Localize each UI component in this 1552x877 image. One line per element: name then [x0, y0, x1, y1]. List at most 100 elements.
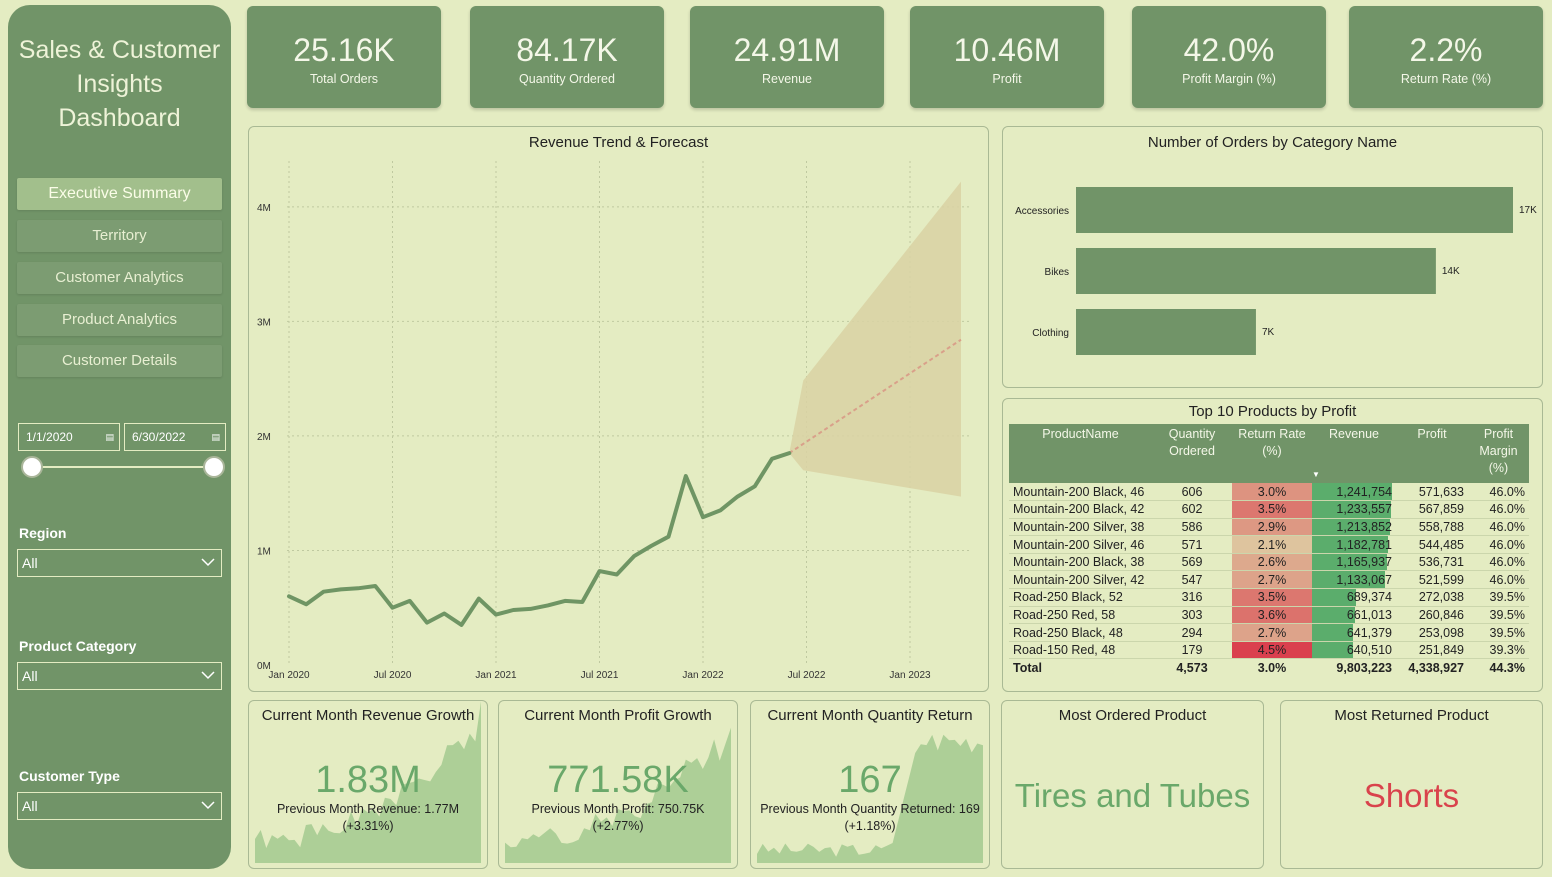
nav-product-analytics[interactable]: Product Analytics [17, 304, 222, 336]
table-cell: 3.5% [1232, 500, 1312, 519]
col-profit[interactable]: Profit [1396, 424, 1468, 483]
table-cell: Mountain-200 Black, 42 [1009, 500, 1152, 519]
date-slider-end-handle[interactable] [203, 456, 225, 478]
table-cell: 253,098 [1396, 623, 1468, 642]
table-cell: 260,846 [1396, 606, 1468, 625]
region-label: Region [19, 525, 67, 541]
revenue-databar [1312, 536, 1389, 553]
profit-growth-value: 771.58K [547, 759, 689, 801]
top-products-table: ProductName Quantity Ordered Return Rate… [1009, 424, 1529, 677]
table-cell: 4.5% [1232, 641, 1312, 660]
date-end-input[interactable]: 6/30/2022 ▤ [124, 423, 226, 451]
table-cell: 547 [1152, 570, 1232, 590]
orders-by-category-chart[interactable]: Accessories 17K Bikes 14K Clothing 7K [1003, 127, 1544, 389]
revenue-value: 1,165,937 [1336, 555, 1392, 570]
profit-growth-card: Current Month Profit Growth 771.58K Prev… [498, 700, 738, 869]
quantity-return-percent: (+1.18%) [844, 819, 896, 833]
revenue-value: 1,233,557 [1336, 502, 1392, 517]
most-returned-card: Most Returned Product Shorts [1280, 700, 1543, 869]
quantity-return-sparkline [757, 734, 983, 863]
total-cell: 4,338,927 [1408, 660, 1464, 675]
date-slider-start-handle[interactable] [21, 456, 43, 478]
nav-customer-details[interactable]: Customer Details [17, 345, 222, 377]
sparkline-area [757, 734, 983, 863]
table-cell: 606 [1152, 483, 1232, 502]
table-cell: 46.0% [1468, 518, 1529, 537]
table-row[interactable]: Road-250 Black, 48 294 2.7% 641,379 253,098 3… [1009, 623, 1529, 642]
nav-customer-analytics[interactable]: Customer Analytics [17, 262, 222, 294]
bar-bikes [1076, 248, 1436, 294]
table-cell: 544,485 [1396, 535, 1468, 554]
date-start-input[interactable]: 1/1/2020 ▤ [18, 423, 120, 451]
table-cell: 179 [1152, 641, 1232, 660]
most-ordered-card: Most Ordered Product Tires and Tubes [1001, 700, 1264, 869]
x-tick-label: Jul 2022 [788, 670, 826, 681]
revenue-databar [1312, 571, 1385, 589]
table-cell: 571 [1152, 535, 1232, 554]
table-row[interactable]: Mountain-200 Black, 38 569 2.6% 1,165,937 53… [1009, 553, 1529, 572]
profit-sparkline [505, 727, 731, 863]
table-cell: 558,788 [1396, 518, 1468, 537]
table-cell: 571,633 [1396, 483, 1468, 502]
col-profit-margin[interactable]: Profit Margin (%) [1468, 424, 1529, 483]
table-cell: 39.5% [1468, 623, 1529, 642]
table-cell: 3.0% [1232, 483, 1312, 502]
date-slider-track[interactable] [32, 466, 214, 468]
total-cell: 4,573 [1176, 660, 1208, 675]
table-row[interactable]: Road-250 Red, 58 303 3.6% 661,013 260,846 39.… [1009, 606, 1529, 625]
revenue-databar [1312, 624, 1354, 641]
table-cell: Road-250 Black, 52 [1009, 588, 1152, 607]
sparkline-area [505, 727, 731, 863]
table-cell: 569 [1152, 553, 1232, 572]
customer-type-dropdown[interactable]: All [17, 792, 222, 820]
table-row[interactable]: Mountain-200 Silver, 42 547 2.7% 1,133,067 5… [1009, 570, 1529, 590]
total-cell: 3.0% [1257, 660, 1287, 675]
region-dropdown[interactable]: All [17, 549, 222, 577]
table-cell: 294 [1152, 623, 1232, 642]
table-cell: 251,849 [1396, 641, 1468, 660]
revenue-trend-chart[interactable]: 0M 1M 2M 3M 4M Jan 2020 Jul 2020 Jan 2021 Jul 20… [249, 127, 990, 693]
quantity-previous-text: Previous Month Quantity Returned: 169 [760, 802, 980, 816]
revenue-databar [1312, 518, 1391, 536]
y-tick-label: 0M [257, 661, 271, 672]
y-tick-label: 3M [257, 317, 271, 328]
revenue-databar [1312, 483, 1392, 501]
table-cell: 2.7% [1232, 623, 1312, 642]
table-cell: 1,213,852 [1312, 518, 1396, 537]
kpi-quantity-ordered: 84.17K Quantity Ordered [470, 6, 664, 108]
revenue-previous-text: Previous Month Revenue: 1.77M [276, 802, 460, 816]
table-row[interactable]: Road-250 Black, 52 316 3.5% 689,374 272,038 3… [1009, 588, 1529, 607]
revenue-growth-card: Current Month Revenue Growth 1.83M Previ… [248, 700, 488, 869]
total-cell: 9,803,223 [1336, 660, 1392, 675]
forecast-line [788, 338, 962, 454]
col-return-rate[interactable]: Return Rate (%) [1232, 424, 1312, 483]
profit-growth-title: Current Month Profit Growth [524, 707, 712, 724]
table-row[interactable]: Mountain-200 Silver, 46 571 2.1% 1,182,781 5… [1009, 535, 1529, 554]
calendar-icon: ▤ [211, 432, 220, 442]
profit-previous-text: Previous Month Profit: 750.75K [531, 802, 705, 816]
table-cell: 661,013 [1312, 606, 1396, 625]
product-category-dropdown[interactable]: All [17, 662, 222, 690]
bar-value-label: 17K [1519, 205, 1537, 216]
table-cell: 2.7% [1232, 570, 1312, 590]
table-cell: 272,038 [1396, 588, 1468, 607]
table-cell: 689,374 [1312, 588, 1396, 607]
category-label: Accessories [1015, 206, 1069, 217]
col-revenue[interactable]: Revenue ▼ [1312, 424, 1396, 483]
forecast-band [789, 181, 961, 497]
chevron-down-icon [201, 558, 215, 567]
table-row[interactable]: Mountain-200 Silver, 38 586 2.9% 1,213,852 5… [1009, 518, 1529, 537]
col-product-name[interactable]: ProductName [1009, 424, 1152, 483]
most-ordered-title: Most Ordered Product [1058, 707, 1207, 724]
table-row[interactable]: Mountain-200 Black, 46 606 3.0% 1,241,754 57… [1009, 483, 1529, 502]
table-cell: 2.1% [1232, 535, 1312, 554]
table-row[interactable]: Road-150 Red, 48 179 4.5% 640,510 251,849 39.… [1009, 641, 1529, 660]
nav-territory[interactable]: Territory [17, 220, 222, 252]
revenue-growth-value: 1.83M [315, 759, 421, 801]
table-row[interactable]: Mountain-200 Black, 42 602 3.5% 1,233,557 56… [1009, 500, 1529, 519]
table-cell: 567,859 [1396, 500, 1468, 519]
table-cell: 602 [1152, 500, 1232, 519]
nav-executive-summary[interactable]: Executive Summary [17, 178, 222, 210]
orders-by-category-title: Number of Orders by Category Name [1147, 134, 1398, 151]
col-quantity-ordered[interactable]: Quantity Ordered [1152, 424, 1232, 483]
